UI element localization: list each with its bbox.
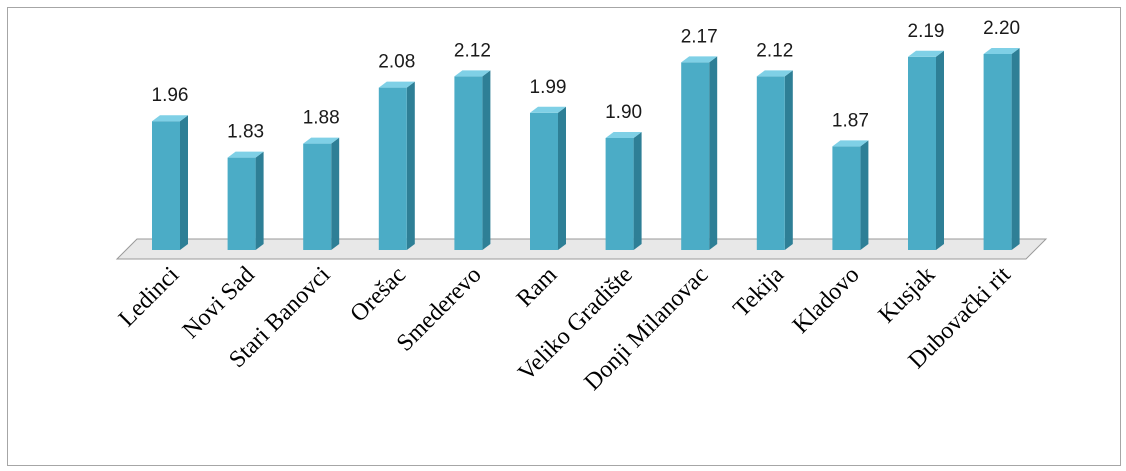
data-label: 2.12 (756, 40, 793, 61)
bar-side (255, 151, 264, 250)
data-label: 1.90 (605, 102, 642, 123)
bar-side (180, 115, 188, 250)
data-label: 2.12 (454, 40, 491, 61)
bar-top (227, 151, 264, 158)
data-label: 1.88 (303, 108, 340, 129)
bar (756, 76, 785, 251)
bar (303, 143, 332, 250)
bar (681, 62, 710, 251)
bar-top (454, 70, 491, 77)
bar (832, 146, 861, 250)
bar-side (1011, 48, 1020, 250)
bar-side (331, 137, 340, 250)
bar-top (605, 132, 642, 138)
data-label: 2.20 (983, 18, 1020, 39)
bar-side (936, 50, 944, 250)
bar-top (983, 48, 1020, 54)
x-tick-label: Orešac (346, 262, 411, 327)
x-tick-label: Ledinci (114, 262, 184, 332)
bar-top (681, 56, 718, 63)
bar (227, 157, 256, 250)
data-label: 1.87 (832, 110, 869, 131)
bar-side (860, 140, 869, 250)
data-label: 1.83 (227, 122, 264, 143)
data-label: 2.08 (378, 52, 415, 73)
bar-side (406, 81, 415, 250)
bar (908, 56, 936, 250)
bar-top (303, 137, 340, 144)
bar-side (784, 70, 793, 251)
x-tick-label: Kusjak (874, 262, 940, 328)
x-tick-label: Tekija (728, 262, 789, 323)
bar-top (908, 50, 944, 57)
bar-top (756, 70, 793, 77)
bar-side (558, 106, 566, 250)
bar-side (482, 70, 491, 251)
data-label: 1.96 (152, 85, 189, 106)
bar (605, 138, 634, 250)
bar (454, 76, 483, 251)
x-tick-label: Ram (512, 262, 563, 313)
bar (983, 54, 1012, 250)
data-label: 2.17 (681, 26, 718, 47)
data-label: 2.19 (908, 21, 945, 42)
bar (152, 121, 180, 250)
chart-floor (115, 238, 1048, 260)
bar-top (832, 140, 869, 147)
data-label: 1.99 (530, 77, 567, 98)
bar-side (633, 132, 642, 250)
bar-side (709, 56, 718, 251)
x-tick-label: Kladovo (788, 262, 865, 339)
bar (378, 87, 407, 250)
bar-top (378, 81, 415, 88)
bar-top (530, 106, 566, 113)
bar (530, 112, 558, 250)
bar-top (152, 115, 188, 122)
